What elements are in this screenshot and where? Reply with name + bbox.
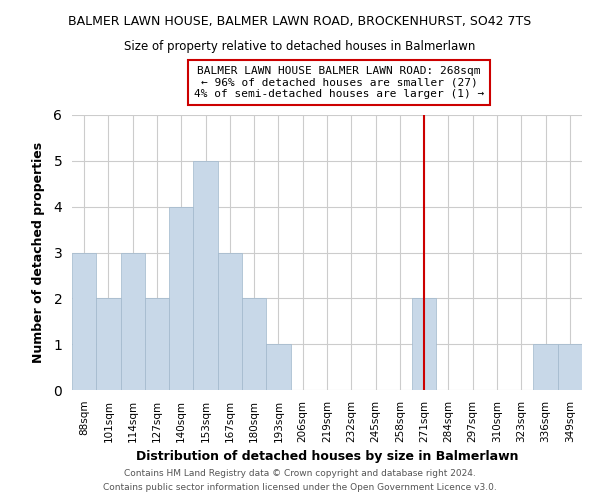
Bar [558,344,582,390]
Bar [72,252,96,390]
Bar [121,252,145,390]
Bar [169,206,193,390]
Bar [533,344,558,390]
Bar [193,161,218,390]
Text: Contains public sector information licensed under the Open Government Licence v3: Contains public sector information licen… [103,484,497,492]
Bar [266,344,290,390]
Bar [218,252,242,390]
Text: BALMER LAWN HOUSE, BALMER LAWN ROAD, BROCKENHURST, SO42 7TS: BALMER LAWN HOUSE, BALMER LAWN ROAD, BRO… [68,15,532,28]
X-axis label: Distribution of detached houses by size in Balmerlawn: Distribution of detached houses by size … [136,450,518,463]
Bar [242,298,266,390]
Bar [96,298,121,390]
Text: BALMER LAWN HOUSE BALMER LAWN ROAD: 268sqm
← 96% of detached houses are smaller : BALMER LAWN HOUSE BALMER LAWN ROAD: 268s… [194,66,484,99]
Bar [145,298,169,390]
Text: Contains HM Land Registry data © Crown copyright and database right 2024.: Contains HM Land Registry data © Crown c… [124,468,476,477]
Bar [412,298,436,390]
Text: Size of property relative to detached houses in Balmerlawn: Size of property relative to detached ho… [124,40,476,53]
Y-axis label: Number of detached properties: Number of detached properties [32,142,45,363]
